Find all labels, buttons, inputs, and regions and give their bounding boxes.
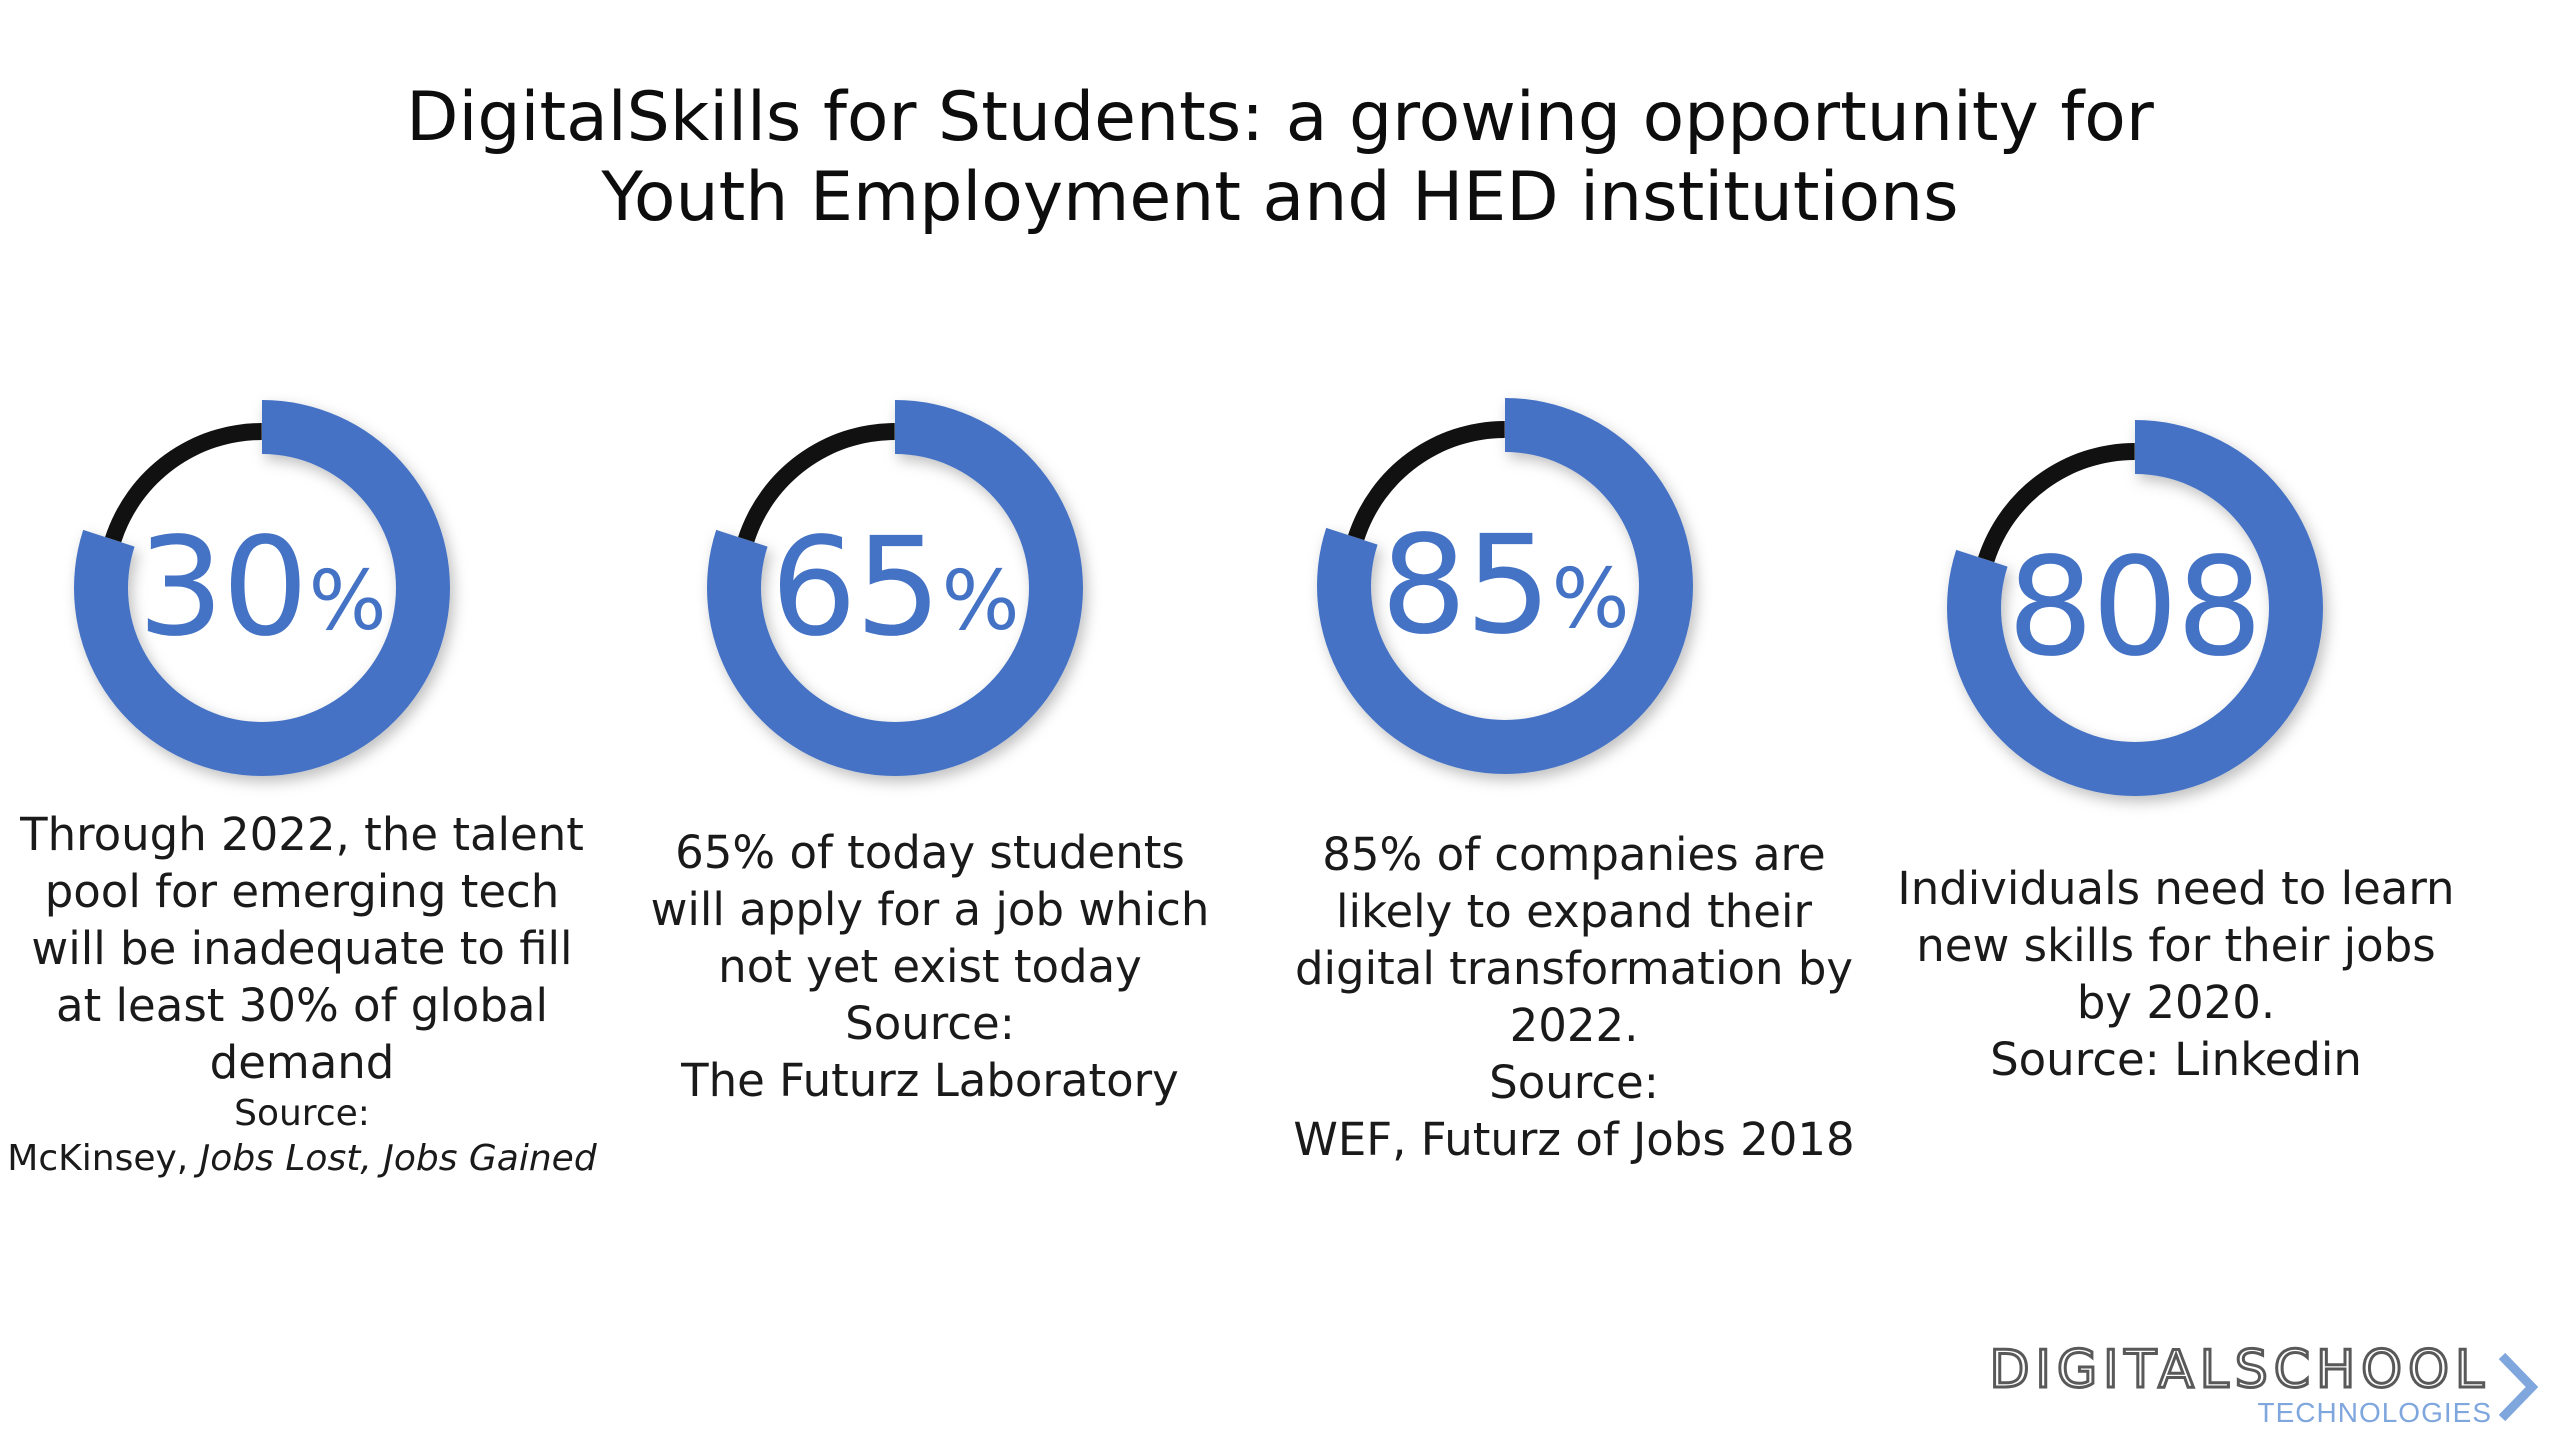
stat-description: 65% of today students will apply for a j…: [620, 824, 1240, 1109]
source-prefix: McKinsey,: [7, 1138, 200, 1179]
description-line: 2022.: [1509, 999, 1639, 1052]
stat-unit: %: [308, 554, 387, 649]
logo-tagline: TECHNOLOGIES: [2257, 1397, 2492, 1428]
description-line: demand: [209, 1036, 395, 1089]
donut-ring: 85 %: [1315, 396, 1695, 776]
description-line: 65% of today students: [675, 826, 1185, 879]
donut-ring: 30 %: [72, 398, 452, 778]
title-line-1: DigitalSkills for Students: a growing op…: [406, 78, 2154, 157]
title-line-2: Youth Employment and HED institutions: [601, 158, 1959, 237]
donut-ring: 808: [1945, 418, 2325, 798]
stat-number: 30: [137, 509, 309, 667]
donut-ring-graphic: [707, 400, 1083, 776]
stat-number: 65: [770, 509, 942, 667]
stat-value: 30 %: [72, 398, 452, 778]
ring-track-arc: [105, 423, 262, 543]
description-line: Individuals need to learn: [1897, 862, 2455, 915]
stat-number: 808: [2007, 529, 2263, 687]
description-line: by 2020.: [2076, 976, 2276, 1029]
description-line: at least 30% of global: [56, 979, 548, 1032]
source-title: Jobs Lost, Jobs Gained: [199, 1138, 597, 1179]
description-line: Source:: [845, 997, 1015, 1050]
description-line: WEF, Futurz of Jobs 2018: [1293, 1113, 1855, 1166]
description-line: pool for emerging tech: [44, 865, 560, 918]
description-line: not yet exist today: [718, 940, 1142, 993]
stat-description: 85% of companies are likely to expand th…: [1264, 826, 1884, 1168]
source-citation: McKinsey, Jobs Lost, Jobs Gained: [0, 1136, 604, 1181]
description-line: will be inadequate to fill: [31, 922, 573, 975]
description-line: Source:: [1489, 1056, 1659, 1109]
stat-value: 85 %: [1315, 396, 1695, 776]
stat-description: Individuals need to learn new skills for…: [1866, 860, 2486, 1088]
description-line: will apply for a job which: [650, 883, 1210, 936]
description-line: likely to expand their: [1336, 885, 1812, 938]
ring-track-arc: [1348, 421, 1505, 541]
stat-unit: %: [1551, 552, 1630, 647]
slide-title: DigitalSkills for Students: a growing op…: [0, 78, 2560, 238]
stat-value: 65 %: [705, 398, 1085, 778]
stat-number: 85: [1380, 507, 1552, 665]
description-line: 85% of companies are: [1322, 828, 1826, 881]
chevron-right-icon: [2498, 1352, 2538, 1422]
stat-value: 808: [1945, 418, 2325, 798]
stat-unit: %: [941, 554, 1020, 649]
ring-track-arc: [1978, 443, 2135, 563]
description-line: digital transformation by: [1294, 942, 1854, 995]
donut-ring-graphic: [1947, 420, 2323, 796]
source-label: Source:: [234, 1093, 370, 1134]
donut-ring-graphic: [73, 400, 450, 776]
logo-wordmark: DIGITALSCHOOL: [1988, 1339, 2490, 1402]
donut-ring-graphic: [1317, 398, 1693, 774]
description-line: The Futurz Laboratory: [681, 1054, 1179, 1107]
stat-description: Through 2022, the talent pool for emergi…: [0, 806, 604, 1181]
description-line: Through 2022, the talent: [20, 808, 584, 861]
description-line: new skills for their jobs: [1916, 919, 2436, 972]
description-line: Source: Linkedin: [1990, 1033, 2362, 1086]
donut-ring: 65 %: [705, 398, 1085, 778]
ring-track-arc: [738, 423, 895, 543]
digitalschool-logo: DIGITALSCHOOL TECHNOLOGIES: [1800, 1339, 2560, 1430]
